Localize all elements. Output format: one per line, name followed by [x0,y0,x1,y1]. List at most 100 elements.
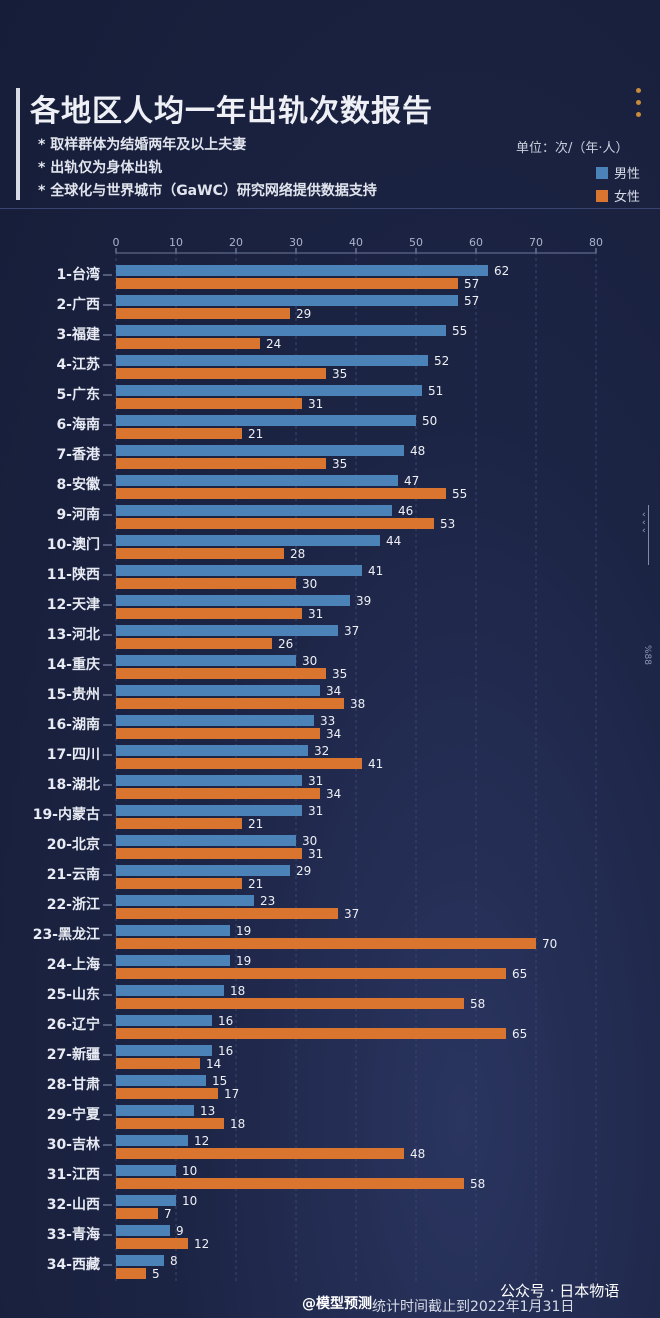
male-bar [116,895,254,906]
scroll-track [648,505,649,565]
category-label: 22-浙江 [47,896,100,913]
female-bar [116,488,446,499]
female-value-label: 12 [194,1237,209,1251]
female-bar [116,578,296,589]
female-value-label: 70 [542,937,557,951]
male-bar [116,1015,212,1026]
male-value-label: 55 [452,324,467,338]
male-bar [116,835,296,846]
female-value-label: 28 [290,547,305,561]
female-bar [116,788,320,799]
x-tick-label: 20 [229,236,243,249]
female-bar [116,1268,146,1279]
male-value-label: 48 [410,444,425,458]
male-bar [116,385,422,396]
male-value-label: 31 [308,774,323,788]
category-label: 7-香港 [56,446,101,463]
x-tick-label: 50 [409,236,423,249]
female-value-label: 38 [350,697,365,711]
male-bar [116,745,308,756]
chart-header: 各地区人均一年出轨次数报告 * 取样群体为结婚两年及以上夫妻 * 出轨仅为身体出… [0,0,660,210]
female-value-label: 58 [470,997,485,1011]
male-bar [116,775,302,786]
male-value-label: 52 [434,354,449,368]
male-bar [116,1105,194,1116]
category-label: 28-甘肃 [47,1076,100,1093]
legend-female: 女性 [596,186,640,205]
side-scroll-indicator[interactable]: ‹ ‹ ‹ %88 [642,505,656,710]
title-accent-bar [16,88,20,200]
female-bar [116,278,458,289]
female-value-label: 17 [224,1087,239,1101]
category-label: 24-上海 [47,956,100,973]
category-label: 2-广西 [56,296,100,313]
category-label: 32-山西 [47,1197,100,1213]
female-value-label: 7 [164,1207,172,1221]
female-bar [116,728,320,739]
male-value-label: 31 [308,804,323,818]
male-bar [116,1195,176,1206]
female-bar [116,1028,506,1039]
category-label: 4-江苏 [56,356,100,373]
female-bar [116,1088,218,1099]
male-bar [116,865,290,876]
male-value-label: 10 [182,1194,197,1208]
male-bar [116,1255,164,1266]
legend-male-label: 男性 [614,167,641,182]
female-bar [116,1178,464,1189]
more-dots-icon[interactable] [636,88,642,124]
male-bar [116,985,224,996]
male-value-label: 33 [320,714,335,728]
category-label: 12-天津 [47,596,100,613]
female-bar [116,668,326,679]
female-value-label: 41 [368,757,383,771]
note-definition: * 出轨仅为身体出轨 [38,160,163,176]
legend-male-swatch [596,167,608,179]
male-bar [116,325,446,336]
female-value-label: 24 [266,337,281,351]
female-value-label: 37 [344,907,359,921]
female-value-label: 65 [512,967,527,981]
female-value-label: 5 [152,1267,160,1281]
female-value-label: 31 [308,607,323,621]
note-source: * 全球化与世界城市（GaWC）研究网络提供数据支持 [38,183,377,199]
male-bar [116,505,392,516]
male-value-label: 47 [404,474,419,488]
female-bar [116,368,326,379]
female-value-label: 58 [470,1177,485,1191]
female-value-label: 18 [230,1117,245,1131]
category-label: 30-吉林 [47,1136,100,1153]
female-bar [116,518,434,529]
female-value-label: 31 [308,847,323,861]
category-label: 1-台湾 [56,266,100,283]
category-label: 13-河北 [47,626,100,643]
female-bar [116,548,284,559]
x-tick-label: 40 [349,236,363,249]
male-value-label: 44 [386,534,401,548]
female-bar [116,968,506,979]
x-tick-label: 10 [169,236,183,249]
female-bar [116,878,242,889]
male-bar [116,1045,212,1056]
female-bar [116,758,362,769]
female-bar [116,428,242,439]
x-tick-label: 70 [529,236,543,249]
category-label: 20-北京 [47,836,100,853]
category-label: 26-辽宁 [47,1016,100,1033]
male-value-label: 13 [200,1104,215,1118]
male-bar [116,625,338,636]
male-value-label: 12 [194,1134,209,1148]
weibo-watermark: @模型预测 [302,1296,372,1312]
category-label: 33-青海 [47,1226,100,1243]
chart-title: 各地区人均一年出轨次数报告 [30,94,433,129]
male-value-label: 23 [260,894,275,908]
female-bar [116,848,302,859]
female-bar [116,1148,404,1159]
category-label: 18-湖北 [47,777,100,793]
female-value-label: 35 [332,457,347,471]
category-label: 25-山东 [47,986,100,1003]
female-value-label: 21 [248,427,263,441]
female-value-label: 30 [302,577,317,591]
male-bar [116,355,428,366]
female-value-label: 55 [452,487,467,501]
